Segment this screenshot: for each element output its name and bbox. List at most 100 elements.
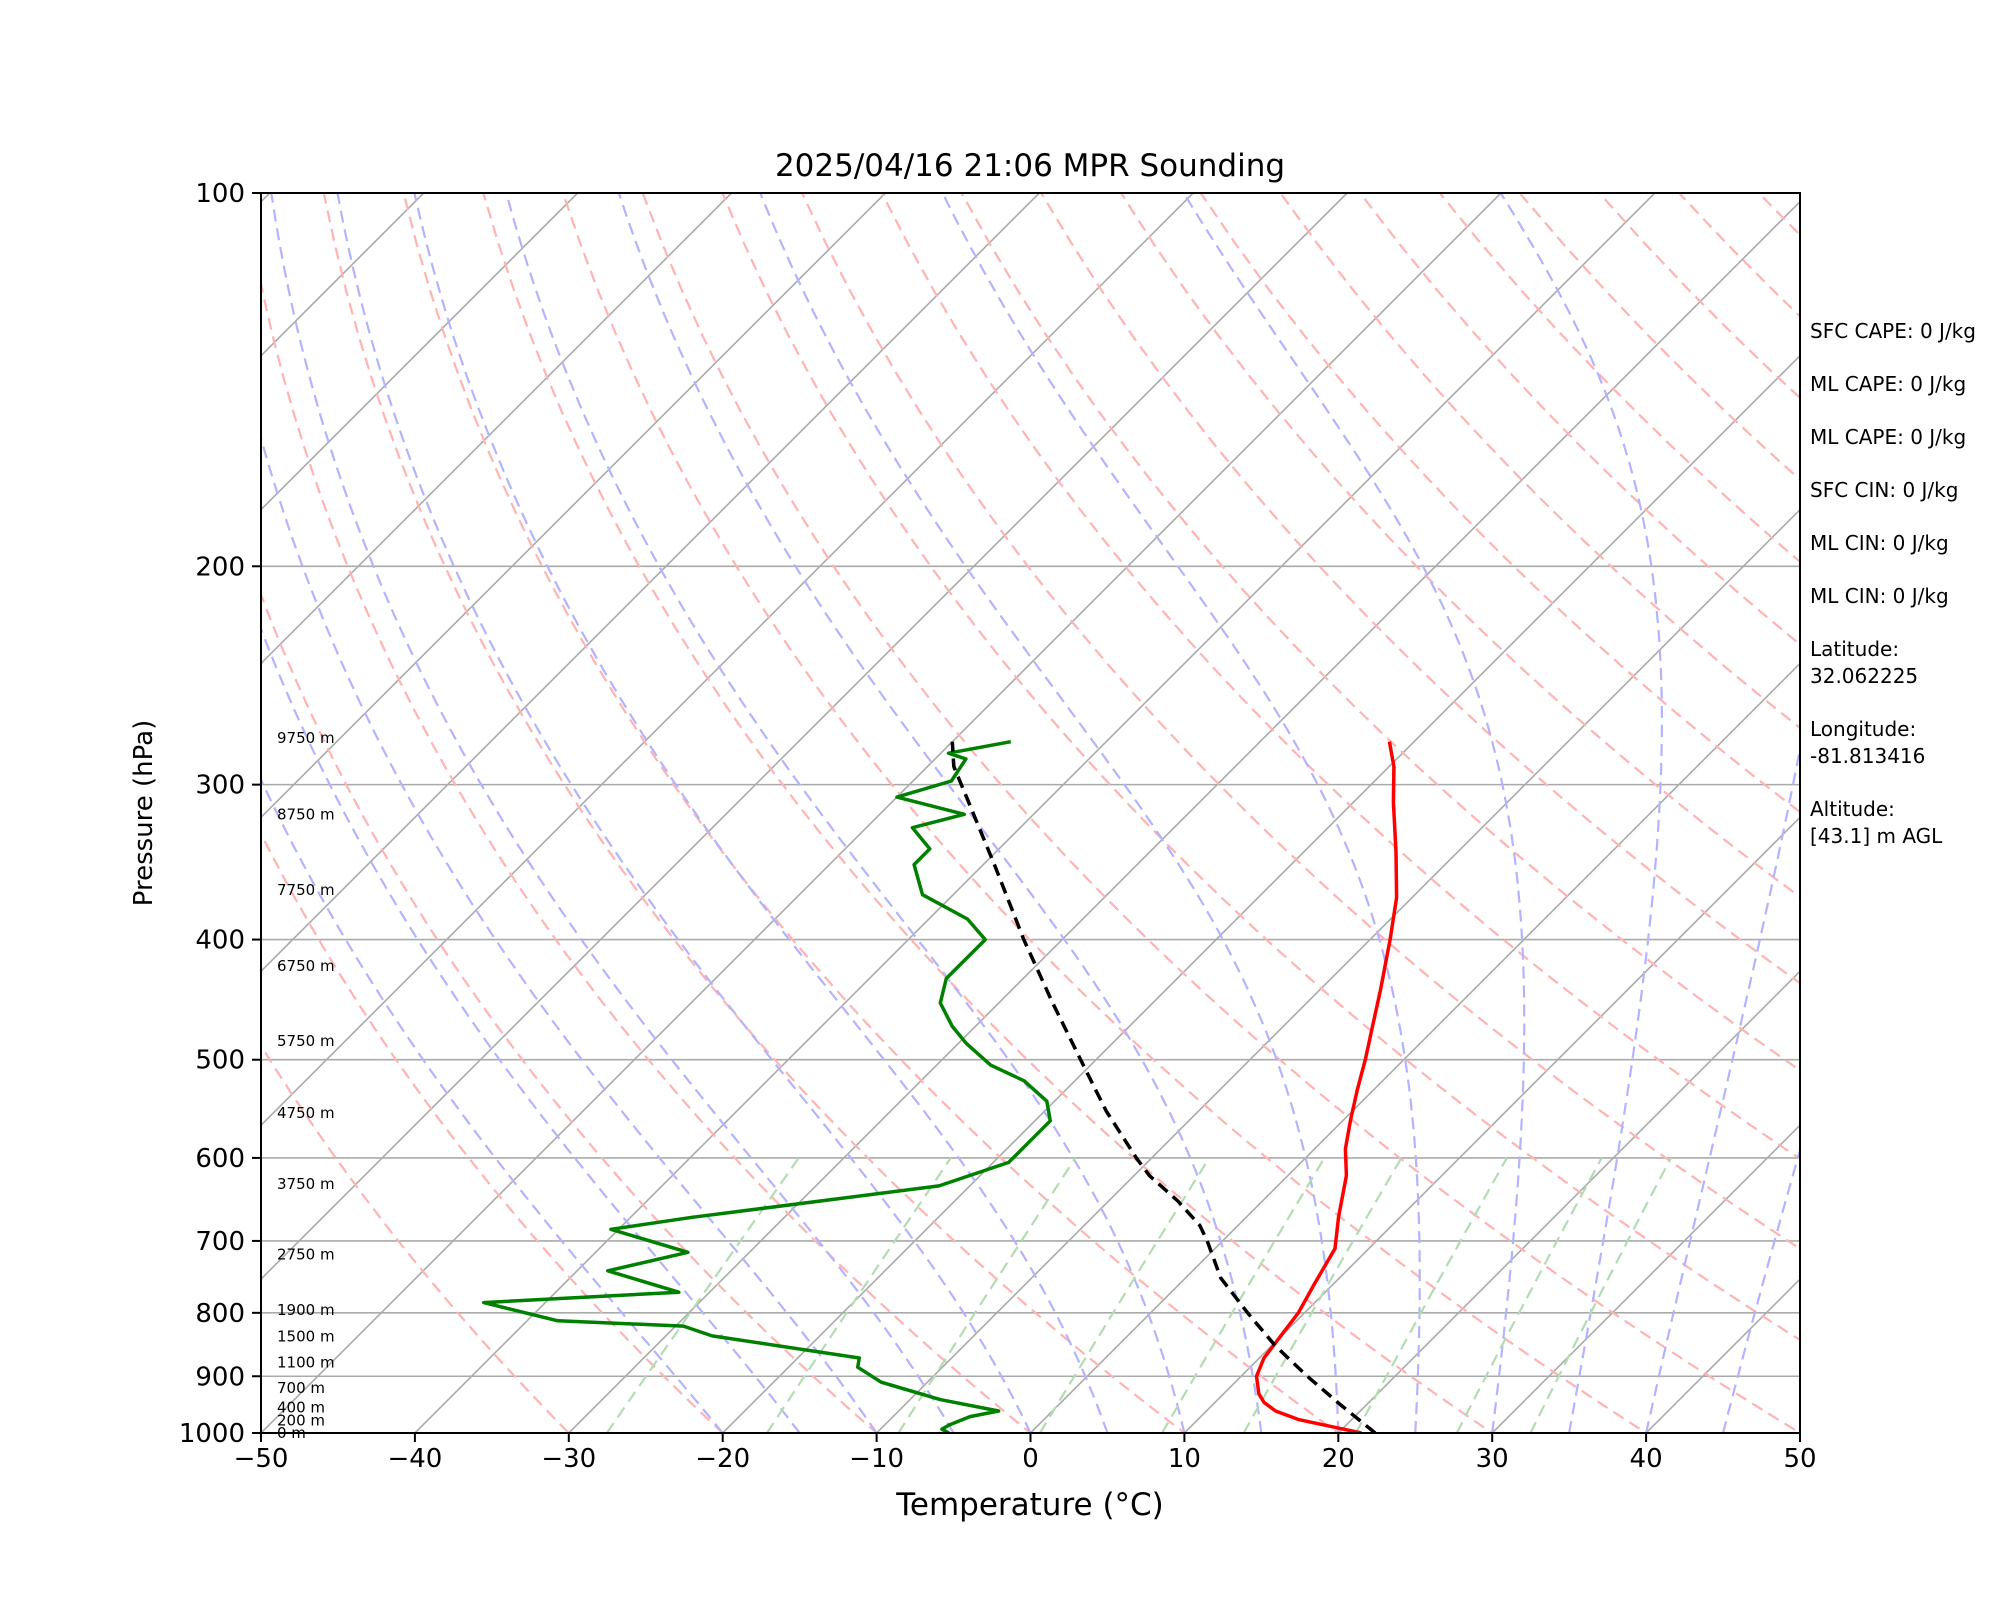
dry-adiabat-line bbox=[880, 193, 1800, 1161]
isotherm-line bbox=[1183, 816, 1800, 1433]
y-tick-label: 400 bbox=[195, 926, 245, 956]
stat-item: ML CAPE: 0 J/kg bbox=[1810, 372, 1967, 396]
isotherm-line bbox=[722, 354, 1800, 1433]
height-label: 7750 m bbox=[277, 881, 335, 899]
x-axis-label: Temperature (°C) bbox=[895, 1487, 1164, 1523]
dry-adiabat-line bbox=[641, 193, 1800, 1433]
dry-adiabat-line bbox=[261, 1043, 571, 1433]
stat-item: SFC CIN: 0 J/kg bbox=[1810, 478, 1959, 502]
x-tick-label: −50 bbox=[234, 1444, 289, 1474]
isotherm-line bbox=[1029, 662, 1800, 1433]
isotherm-line bbox=[261, 193, 1348, 1281]
mixing-ratio-line bbox=[1038, 1157, 1211, 1433]
stat-item: ML CAPE: 0 J/kg bbox=[1810, 425, 1967, 449]
x-tick-label: 20 bbox=[1322, 1444, 1355, 1474]
mixing-ratio-line bbox=[1354, 1157, 1508, 1433]
dry-adiabat-line bbox=[1040, 193, 1800, 985]
height-label: 400 m bbox=[277, 1399, 325, 1417]
moist-adiabat-line bbox=[1499, 193, 1663, 1433]
sounding-traces bbox=[481, 739, 1399, 1433]
isotherm-line bbox=[568, 200, 1800, 1433]
dry-adiabat-line bbox=[1279, 193, 1800, 730]
isotherm-line bbox=[1337, 970, 1800, 1433]
dry-adiabat-line bbox=[482, 193, 1495, 1433]
isotherm-line bbox=[1491, 1124, 1800, 1433]
x-tick-label: 50 bbox=[1783, 1444, 1816, 1474]
x-tick-label: −40 bbox=[387, 1444, 442, 1474]
temperature-trace bbox=[1254, 741, 1399, 1433]
dry-adiabat-line bbox=[721, 193, 1800, 1342]
moist-adiabat-line bbox=[759, 193, 1340, 1433]
height-label: 1500 m bbox=[277, 1328, 335, 1346]
moist-adiabat-line bbox=[941, 193, 1421, 1433]
x-tick-label: −20 bbox=[695, 1444, 750, 1474]
mixing-ratio-line bbox=[1455, 1157, 1603, 1433]
stat-item: ML CIN: 0 J/kg bbox=[1810, 531, 1949, 555]
dry-adiabat-line bbox=[261, 278, 1033, 1433]
y-tick-label: 900 bbox=[195, 1362, 245, 1392]
y-axis-ticks: 1000 900 800 700 600 500 400 300 200 100 bbox=[179, 179, 261, 1449]
y-tick-label: 200 bbox=[195, 552, 245, 582]
stat-item: Longitude: -81.813416 bbox=[1810, 717, 1926, 768]
height-label: 2750 m bbox=[277, 1246, 335, 1264]
moist-adiabat-line bbox=[413, 193, 1109, 1433]
height-label: 8750 m bbox=[277, 805, 335, 823]
mixing-ratio-line bbox=[605, 1157, 800, 1433]
background-reference-lines bbox=[261, 193, 1800, 1433]
dry-adiabat-line bbox=[1199, 193, 1800, 814]
x-tick-label: 0 bbox=[1022, 1444, 1039, 1474]
stat-item: SFC CAPE: 0 J/kg bbox=[1810, 319, 1976, 343]
mixing-ratio-line bbox=[1529, 1157, 1672, 1433]
isotherm-line bbox=[261, 193, 1502, 1433]
dry-adiabat-line bbox=[561, 193, 1649, 1433]
x-tick-label: −30 bbox=[541, 1444, 596, 1474]
moist-adiabat-line bbox=[261, 433, 878, 1433]
x-tick-label: −10 bbox=[849, 1444, 904, 1474]
moist-adiabat-line bbox=[505, 193, 1186, 1433]
moist-adiabat-line bbox=[261, 777, 724, 1433]
moist-adiabat-line bbox=[1182, 193, 1526, 1433]
mixing-ratio-line bbox=[1242, 1157, 1403, 1433]
dewpoint-trace bbox=[481, 739, 1053, 1433]
x-axis-ticks: −50 −40 −30 −20 −10 0 10 20 30 40 50 bbox=[234, 1433, 1817, 1474]
mixing-ratio-line bbox=[1161, 1157, 1326, 1433]
height-label: 6750 m bbox=[277, 957, 335, 975]
y-tick-label: 300 bbox=[195, 771, 245, 801]
isotherm-line bbox=[261, 193, 579, 511]
height-label: 1900 m bbox=[277, 1301, 335, 1319]
dry-adiabat-line bbox=[960, 193, 1800, 1072]
height-label: 5750 m bbox=[277, 1032, 335, 1050]
isotherm-line bbox=[261, 193, 1040, 973]
stat-item: ML CIN: 0 J/kg bbox=[1810, 584, 1949, 608]
moist-adiabat-line bbox=[270, 193, 955, 1433]
isotherm-line bbox=[261, 193, 733, 665]
stats-panel: SFC CAPE: 0 J/kg ML CAPE: 0 J/kg ML CAPE: … bbox=[1810, 318, 2000, 876]
moist-adiabat-line bbox=[1645, 743, 1800, 1433]
stat-item: Altitude: [43.1] m AGL bbox=[1810, 797, 1943, 848]
x-tick-label: 40 bbox=[1630, 1444, 1663, 1474]
y-tick-label: 800 bbox=[195, 1299, 245, 1329]
y-tick-label: 600 bbox=[195, 1144, 245, 1174]
y-tick-label: 500 bbox=[195, 1046, 245, 1076]
dry-adiabat-line bbox=[261, 591, 879, 1433]
height-label: 200 m bbox=[277, 1411, 325, 1429]
y-tick-label: 700 bbox=[195, 1227, 245, 1257]
mixing-ratio-line bbox=[765, 1157, 952, 1433]
x-tick-label: 10 bbox=[1168, 1444, 1201, 1474]
dry-adiabat-line bbox=[402, 193, 1341, 1433]
height-label: 4750 m bbox=[277, 1104, 335, 1122]
isotherm-line bbox=[261, 193, 886, 819]
chart-title: 2025/04/16 21:06 MPR Sounding bbox=[775, 148, 1285, 184]
height-label: 1100 m bbox=[277, 1353, 335, 1371]
y-tick-label: 1000 bbox=[179, 1419, 245, 1449]
stat-item: Latitude: 32.062225 bbox=[1810, 637, 1919, 688]
isotherm-line bbox=[261, 193, 1194, 1127]
parcel-profile-trace bbox=[950, 741, 1377, 1433]
height-label: 700 m bbox=[277, 1379, 325, 1397]
x-tick-label: 30 bbox=[1476, 1444, 1509, 1474]
moist-adiabat-line bbox=[336, 193, 1032, 1433]
dry-adiabat-line bbox=[322, 193, 1187, 1433]
